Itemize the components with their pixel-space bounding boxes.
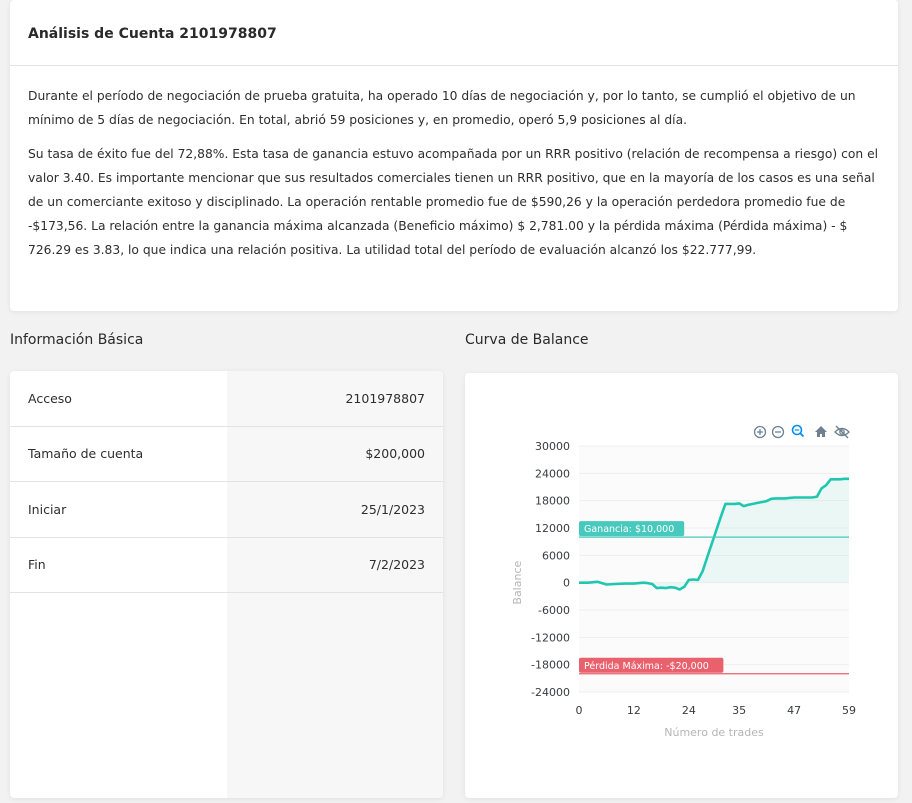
- info-row-access: Acceso 2101978807: [10, 371, 443, 427]
- magnifier-icon[interactable]: [791, 424, 805, 438]
- y-tick-label: -12000: [531, 631, 570, 644]
- x-tick-label: 59: [842, 704, 856, 717]
- info-row-start: Iniciar 25/1/2023: [10, 482, 443, 538]
- analysis-header: Análisis de Cuenta 2101978807: [10, 0, 898, 66]
- home-icon[interactable]: [815, 426, 827, 437]
- profit-target-label-text: Ganancia: $10,000: [584, 524, 674, 535]
- value-column-background: [227, 371, 443, 798]
- x-tick-label: 0: [576, 704, 583, 717]
- zoom-out-icon[interactable]: [771, 425, 785, 439]
- info-label: Iniciar: [28, 501, 67, 517]
- info-value: $200,000: [365, 446, 425, 462]
- x-tick-label: 47: [787, 704, 801, 717]
- balance-area: [579, 478, 849, 590]
- balance-line: [579, 477, 849, 591]
- profit-target-label-bg: [579, 521, 685, 537]
- profit-target-label: Ganancia: $10,000: [579, 521, 685, 537]
- y-tick-label: -18000: [531, 659, 570, 672]
- plot-background: [579, 446, 849, 692]
- info-row-end: Fin 7/2/2023: [10, 538, 443, 593]
- y-tick-label: -24000: [531, 686, 570, 699]
- basic-info-card: Acceso 2101978807 Tamaño de cuenta $200,…: [10, 371, 443, 798]
- info-value: 25/1/2023: [360, 501, 425, 517]
- basic-info-title: Información Básica: [10, 332, 144, 348]
- zoom-in-icon[interactable]: [753, 425, 767, 439]
- x-tick-label: 24: [682, 704, 696, 717]
- analysis-title: Análisis de Cuenta 2101978807: [28, 26, 277, 42]
- y-tick-label: 24000: [535, 467, 570, 480]
- info-value: 2101978807: [345, 390, 425, 406]
- max-loss-label-text: Pérdida Máxima: -$20,000: [584, 661, 709, 672]
- y-axis-title: Balance: [511, 561, 524, 605]
- info-label: Acceso: [28, 390, 72, 406]
- y-tick-label: 18000: [535, 495, 570, 508]
- balance-chart: 30000 24000 18000 12000 6000 0 -6000 -12000 -180…: [511, 424, 856, 739]
- analysis-paragraph-1: Durante el período de negociación de pru…: [28, 89, 856, 127]
- balance-curve-card: 30000 24000 18000 12000 6000 0 -6000 -12000 -180…: [465, 373, 898, 798]
- balance-curve-title: Curva de Balance: [465, 332, 589, 348]
- y-tick-label: 30000: [535, 440, 570, 453]
- chart-plot: 30000 24000 18000 12000 6000 0 -6000 -12000 -180…: [511, 440, 856, 739]
- max-loss-label: Pérdida Máxima: -$20,000: [579, 657, 724, 673]
- account-analysis-card: Análisis de Cuenta 2101978807 Durante el…: [10, 0, 898, 311]
- x-tick-label: 35: [732, 704, 746, 717]
- info-row-account-size: Tamaño de cuenta $200,000: [10, 427, 443, 482]
- y-tick-label: 6000: [542, 549, 570, 562]
- y-tick-label: 0: [563, 577, 570, 590]
- x-tick-label: 12: [627, 704, 641, 717]
- max-loss-label-bg: [579, 657, 724, 673]
- y-tick-label: -6000: [538, 604, 570, 617]
- eye-off-icon[interactable]: [834, 425, 850, 439]
- analysis-paragraph-2: Su tasa de éxito fue del 72,88%. Esta ta…: [28, 147, 879, 257]
- x-axis-title: Número de trades: [664, 726, 764, 739]
- analysis-body: Durante el período de negociación de pru…: [10, 66, 898, 262]
- info-label: Tamaño de cuenta: [28, 446, 144, 462]
- info-value: 7/2/2023: [368, 557, 425, 573]
- y-tick-label: 12000: [535, 522, 570, 535]
- info-label: Fin: [28, 557, 46, 573]
